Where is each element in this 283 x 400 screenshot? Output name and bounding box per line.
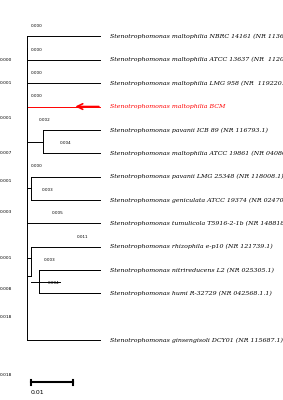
Text: Stenotrophomonas pavanii ICB 89 (NR 116793.1): Stenotrophomonas pavanii ICB 89 (NR 1167…	[110, 127, 268, 132]
Text: Stenotrophomonas pavanii LMG 25348 (NR 118008.1): Stenotrophomonas pavanii LMG 25348 (NR 1…	[110, 174, 283, 179]
Text: 0.000: 0.000	[31, 71, 43, 75]
Text: 0.001: 0.001	[0, 81, 12, 85]
Text: 0.004: 0.004	[60, 141, 72, 145]
Text: Stenotrophomonas humi R-32729 (NR 042568.1.1): Stenotrophomonas humi R-32729 (NR 042568…	[110, 291, 272, 296]
Text: 0.008: 0.008	[0, 287, 12, 291]
Text: Stenotrophomonas nitrireducens L2 (NR 025305.1): Stenotrophomonas nitrireducens L2 (NR 02…	[110, 268, 274, 273]
Text: Stenotrophomonas maltophilia NBRC 14161 (NR 113648.1): Stenotrophomonas maltophilia NBRC 14161 …	[110, 34, 283, 39]
Text: 0.004: 0.004	[48, 281, 59, 285]
Text: 0.018: 0.018	[0, 315, 12, 319]
Text: 0.001: 0.001	[0, 116, 12, 120]
Text: Stenotrophomonas ginsengisoli DCY01 (NR 115687.1): Stenotrophomonas ginsengisoli DCY01 (NR …	[110, 338, 283, 343]
Text: 0.002: 0.002	[39, 118, 51, 122]
Text: 0.011: 0.011	[77, 234, 88, 238]
Text: Stenotrophomonas geniculata ATCC 19374 (NR 024708.1): Stenotrophomonas geniculata ATCC 19374 (…	[110, 197, 283, 203]
Text: 0.003: 0.003	[0, 210, 12, 214]
Text: 0.000: 0.000	[0, 58, 12, 62]
Text: Stenotrophomonas maltophilia ATCC 13637 (NR  112030.1): Stenotrophomonas maltophilia ATCC 13637 …	[110, 57, 283, 62]
Text: 0.000: 0.000	[31, 48, 43, 52]
Text: 0.001: 0.001	[0, 179, 12, 183]
Text: Stenotrophomonas tumulicola T5916-2-1b (NR 148818.1): Stenotrophomonas tumulicola T5916-2-1b (…	[110, 221, 283, 226]
Text: 0.003: 0.003	[41, 188, 53, 192]
Text: 0.000: 0.000	[31, 94, 43, 98]
Text: 0.003: 0.003	[43, 258, 55, 262]
Text: 0.005: 0.005	[52, 211, 63, 215]
Text: 0.000: 0.000	[31, 164, 43, 168]
Text: 0.001: 0.001	[0, 256, 12, 260]
Text: 0.007: 0.007	[0, 151, 12, 155]
Text: Stenotrophomonas maltophilia BCM: Stenotrophomonas maltophilia BCM	[110, 104, 225, 109]
Text: 0.01: 0.01	[31, 390, 44, 396]
Text: Stenotrophomonas rhizophila e-p10 (NR 121739.1): Stenotrophomonas rhizophila e-p10 (NR 12…	[110, 244, 273, 249]
Text: Stenotrophomonas maltophilia LMG 958 (NR  119220.1): Stenotrophomonas maltophilia LMG 958 (NR…	[110, 80, 283, 86]
Text: 0.018: 0.018	[0, 373, 12, 377]
Text: 0.000: 0.000	[31, 24, 43, 28]
Text: Stenotrophomonas maltophilia ATCC 19861 (NR 040804.1): Stenotrophomonas maltophilia ATCC 19861 …	[110, 151, 283, 156]
